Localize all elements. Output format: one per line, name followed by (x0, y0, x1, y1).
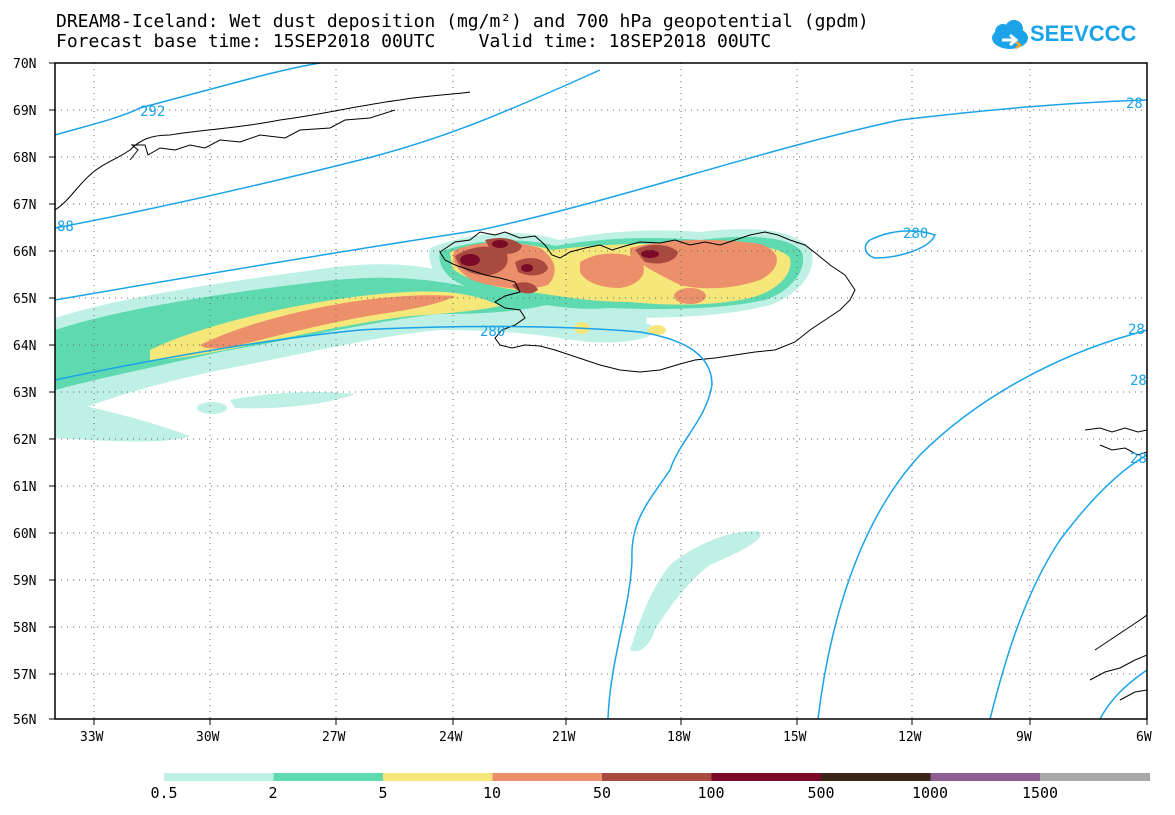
lon-label: 21W (552, 730, 576, 745)
lat-label: 60N (13, 527, 36, 542)
cloud-icon (992, 20, 1028, 49)
coastlines (55, 91, 1147, 701)
dust-band-0-5-ocean (630, 531, 761, 652)
contour-280-east (864, 230, 936, 259)
plot-frame (54, 62, 1148, 720)
lat-label: 62N (13, 433, 36, 448)
lon-label: 27W (322, 730, 346, 745)
faroe-scotland-coast (1084, 427, 1147, 433)
legend-swatch (711, 773, 822, 781)
legend-label: 500 (807, 784, 835, 802)
legend-swatch (383, 773, 493, 781)
legend-label: 100 (697, 784, 725, 802)
greenland-coast (55, 91, 471, 211)
contour-label: 28 (1130, 451, 1147, 467)
legend-swatch (492, 773, 603, 781)
tick-marks (49, 62, 1148, 725)
lat-label: 58N (13, 621, 36, 636)
lon-label: 33W (80, 730, 104, 745)
legend-swatch (930, 773, 1041, 781)
contour-292 (55, 63, 321, 136)
legend-swatch (1040, 773, 1150, 781)
contour-label: 28 (1130, 373, 1147, 389)
lat-label: 56N (13, 713, 36, 728)
legend-label: 5 (378, 784, 388, 802)
dust-deposition-field (55, 229, 813, 652)
contour-label: 280 (903, 226, 928, 242)
lon-label: 9W (1016, 730, 1032, 745)
lat-label: 66N (13, 245, 36, 260)
legend-colorbar (164, 773, 1150, 781)
lat-label: 59N (13, 574, 36, 589)
lat-label: 57N (13, 668, 36, 683)
lon-label: 12W (898, 730, 922, 745)
dust-band-50 (455, 246, 508, 276)
legend-swatch (273, 773, 384, 781)
latitude-labels: 70N 69N 68N 67N 66N 65N 64N 63N 62N 61N … (13, 57, 36, 728)
seevccc-logo: SEEVCCC (990, 18, 1136, 58)
lat-label: 70N (13, 57, 36, 72)
geopotential-contours (55, 63, 1147, 719)
contour-28-east3 (1099, 669, 1147, 719)
lat-label: 67N (13, 198, 36, 213)
contour-labels: 292 88 28 280 280 28 28 28 (57, 96, 1147, 467)
contour-28-east1 (817, 329, 1147, 719)
contour-280-west (55, 325, 713, 719)
contour-28-east2 (989, 454, 1147, 719)
dust-band-0-5-south (55, 400, 190, 442)
legend-label: 0.5 (150, 784, 178, 802)
legend-swatch (821, 773, 931, 781)
map-subtitle: Forecast base time: 15SEP2018 00UTC Vali… (56, 31, 772, 52)
lon-label: 6W (1136, 730, 1152, 745)
legend-label: 1000 (911, 784, 949, 802)
iceland-coast (439, 231, 856, 373)
contour-label: 280 (480, 324, 505, 340)
lon-label: 18W (667, 730, 691, 745)
contour-label: 88 (57, 219, 74, 235)
lat-label: 64N (13, 339, 36, 354)
contour-28-north (55, 99, 1147, 301)
map-title: DREAM8-Iceland: Wet dust deposition (mg/… (56, 11, 869, 32)
lon-label: 24W (439, 730, 463, 745)
dust-band-0-5-tail (230, 392, 355, 409)
legend-label: 50 (592, 784, 612, 802)
contour-288 (55, 69, 601, 229)
lat-label: 63N (13, 386, 36, 401)
lat-label: 61N (13, 480, 36, 495)
dust-band-100 (460, 254, 480, 266)
logo-label: SEEVCCC (1030, 21, 1137, 46)
legend-swatch (164, 773, 274, 781)
longitude-labels: 33W 30W 27W 24W 21W 18W 15W 12W 9W 6W (80, 730, 1152, 745)
legend-swatch (602, 773, 712, 781)
lat-label: 69N (13, 104, 36, 119)
legend-label: 1500 (1021, 784, 1059, 802)
lon-label: 15W (783, 730, 807, 745)
gridlines (55, 63, 1147, 719)
contour-label: 28 (1126, 96, 1143, 112)
dust-band-10 (200, 295, 455, 349)
legend-label: 2 (268, 784, 278, 802)
lat-label: 65N (13, 292, 36, 307)
legend-label: 10 (482, 784, 502, 802)
contour-label: 28 (1128, 322, 1145, 338)
lon-label: 30W (196, 730, 220, 745)
lat-label: 68N (13, 151, 36, 166)
contour-label: 292 (140, 104, 165, 120)
